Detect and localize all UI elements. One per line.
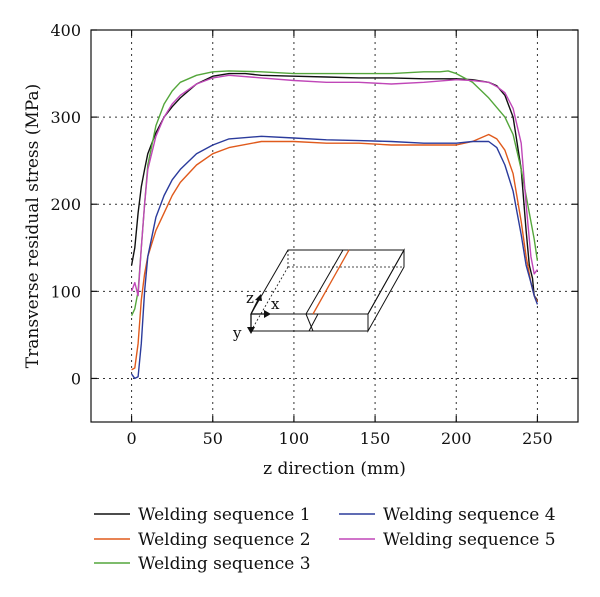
series-layer xyxy=(130,70,539,380)
y-tick-label: 400 xyxy=(50,21,81,40)
legend-label-4: Welding sequence 4 xyxy=(383,505,556,525)
y-axis-title: Transverse residual stress (MPa) xyxy=(23,84,43,368)
plate-side-face xyxy=(367,248,405,333)
y-tick-label: 100 xyxy=(50,282,81,301)
x-tick-label: 100 xyxy=(279,429,310,448)
x-tick-label: 0 xyxy=(126,429,136,448)
legend-label-5: Welding sequence 5 xyxy=(383,530,556,550)
x-tick-label: 50 xyxy=(203,429,223,448)
y-arrow-head xyxy=(247,327,255,334)
series-line-1 xyxy=(130,72,538,301)
weld-groove-v xyxy=(308,313,319,332)
z-axis-arrow xyxy=(250,297,260,315)
series-line-5 xyxy=(130,74,538,297)
legend-label-2: Welding sequence 2 xyxy=(138,530,311,550)
x-tick-label: 150 xyxy=(360,429,391,448)
inset-z-label: z xyxy=(246,289,254,307)
x-arrow-head xyxy=(264,310,271,318)
weld-groove-v xyxy=(305,313,314,332)
series-line-3 xyxy=(130,70,539,316)
x-tick-label: 250 xyxy=(522,429,553,448)
z-arrow-head xyxy=(255,294,262,301)
grid-lines xyxy=(91,29,578,422)
x-axis-title: z direction (mm) xyxy=(263,459,406,479)
y-tick-label: 200 xyxy=(50,195,81,214)
legend-label-3: Welding sequence 3 xyxy=(138,554,311,574)
inset-diagram: z x y xyxy=(232,248,405,342)
series-line-4 xyxy=(131,135,539,380)
legend: Welding sequence 1 Welding sequence 2 Weld… xyxy=(94,505,556,574)
plot-frame xyxy=(90,29,579,423)
y-tick-label: 300 xyxy=(50,108,81,127)
y-tick-label: 0 xyxy=(71,369,81,388)
plate-hidden-edge xyxy=(250,266,289,332)
x-tick-label: 200 xyxy=(441,429,472,448)
series-line-2 xyxy=(131,133,539,371)
inset-x-label: x xyxy=(271,295,280,313)
legend-label-1: Welding sequence 1 xyxy=(138,505,311,525)
axis-ticks: 0 50 100 150 200 250 0 100 200 300 400 xyxy=(50,21,578,448)
weld-path-line xyxy=(312,249,350,315)
inset-y-label: y xyxy=(232,324,242,342)
weld-groove-line xyxy=(305,249,344,315)
